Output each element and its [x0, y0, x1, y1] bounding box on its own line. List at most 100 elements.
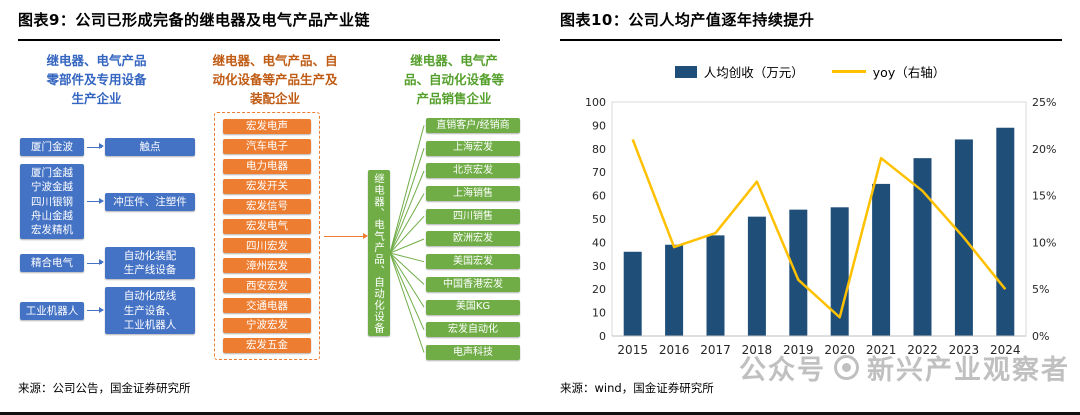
left-axis-tick-label: 40	[592, 236, 606, 249]
assembly-company-box: 交通电器	[223, 298, 311, 314]
connector-line	[390, 215, 425, 254]
bottom-rule	[0, 412, 1080, 415]
left-axis-tick-label: 30	[592, 260, 606, 273]
assembly-company-box: 宏发电气	[223, 218, 311, 234]
producer-product-box: 自动化装配 生产线设备	[105, 247, 195, 280]
producer-company-box: 厦门金越 宁波金越 四川银钢 舟山金越 宏发精机	[20, 164, 84, 240]
x-axis-label: 2022	[907, 343, 938, 357]
left-axis-tick-label: 10	[592, 307, 606, 320]
figure9-source: 来源：公司公告，国金证券研究所	[18, 381, 191, 395]
producer-company-box: 工业机器人	[20, 301, 84, 320]
x-axis-label: 2018	[742, 343, 773, 357]
producer-arrow	[87, 143, 104, 150]
left-axis-tick-label: 60	[592, 190, 606, 203]
watermark-prefix: 公众号	[739, 355, 826, 386]
producer-product-box: 冲压件、注塑件	[105, 192, 195, 211]
assembly-company-box: 宏发五金	[223, 337, 311, 353]
bar-2015	[623, 251, 642, 336]
connector-line	[390, 252, 425, 263]
legend-label: 人均创收（万元）	[703, 65, 804, 80]
bar-2022	[913, 158, 932, 336]
producer-column-header: 继电器、电气产品 零部件及专用设备 生产企业	[46, 53, 147, 106]
assembly-company-box: 汽车电子	[223, 138, 311, 154]
assembly-company-box: 漳州宏发	[223, 258, 311, 274]
bar-2019	[789, 209, 808, 336]
sales-company-box: 美国宏发	[426, 254, 520, 270]
connector-line	[390, 193, 425, 254]
left-axis-tick-label: 50	[592, 213, 606, 226]
sales-column-header: 继电器、电气产 品、自动化设备等 产品销售企业	[403, 53, 504, 106]
sales-company-box: 上海销售	[426, 186, 520, 202]
assembly-company-box: 电力电器	[223, 158, 311, 174]
connector-line	[390, 252, 425, 285]
sales-company-box: 中国香港宏发	[426, 276, 520, 292]
sales-company-box: 电声科技	[426, 344, 520, 360]
x-axis-label: 2024	[990, 343, 1021, 357]
figure9-title: 图表9：公司已形成完备的继电器及电气产品产业链	[18, 9, 500, 41]
bar-2018	[747, 216, 766, 336]
producer-row: 精合电气 自动化装配 生产线设备	[20, 247, 208, 280]
x-axis-label: 2021	[866, 343, 897, 357]
sales-company-box: 上海宏发	[426, 140, 520, 156]
bar-2021	[872, 183, 891, 336]
left-axis-tick-label: 0	[599, 330, 606, 343]
connector-line	[390, 170, 425, 254]
connector-line	[390, 238, 425, 254]
connector-line	[390, 252, 425, 308]
connector-line	[390, 148, 425, 254]
watermark-suffix: 新兴产业观察者	[867, 355, 1070, 386]
x-axis-label: 2023	[949, 343, 980, 357]
legend-item: 人均创收（万元）	[674, 62, 804, 81]
assembly-company-box: 四川宏发	[223, 238, 311, 254]
right-axis-tick-label: 25%	[1032, 96, 1056, 109]
yoy-line	[631, 138, 1007, 319]
bar-2017	[706, 235, 725, 336]
figure10-panel: 图表10：公司人均产值逐年持续提升 人均创收（万元） yoy（右轴） 0 10 20 3…	[540, 0, 1080, 415]
right-axis-tick-label: 15%	[1032, 190, 1056, 203]
producer-arrow	[87, 259, 104, 266]
producer-rows: 厦门金波 触点 厦门金越 宁波金越 四川银钢 舟山金越 宏发精机 冲压件、注塑件 精合电…	[20, 138, 208, 334]
assembly-companies-group: 宏发电声 汽车电子 电力电器 宏发开关 宏发信号 宏发电气 四川宏发 漳州宏发 西安宏发 交通电器…	[214, 112, 320, 360]
left-axis-tick-label: 90	[592, 119, 606, 132]
chart-legend: 人均创收（万元） yoy（右轴）	[540, 62, 1080, 81]
producer-company-box: 精合电气	[20, 254, 84, 273]
left-axis-tick-label: 80	[592, 143, 606, 156]
legend-swatch-line	[831, 70, 866, 73]
bar-2016	[665, 244, 684, 336]
producer-arrow	[87, 306, 104, 313]
connector-line	[390, 252, 425, 331]
sales-company-box: 宏发自动化	[426, 322, 520, 338]
connector-line	[390, 252, 425, 353]
watermark: 公众号 新兴产业观察者	[739, 348, 1070, 387]
assembly-company-box: 宁波宏发	[223, 318, 311, 334]
bar-2024	[996, 127, 1015, 336]
x-axis-label: 2015	[617, 343, 648, 357]
assembly-column-header: 继电器、电气产品、自 动化设备等产品生产及 装配企业	[212, 53, 338, 106]
producer-company-box: 厦门金波	[20, 138, 84, 157]
x-axis-label: 2016	[659, 343, 690, 357]
sales-company-box: 欧洲宏发	[426, 231, 520, 247]
left-axis-tick-label: 70	[592, 166, 606, 179]
assembly-company-box: 西安宏发	[223, 278, 311, 294]
hub-to-sales-connectors	[390, 125, 425, 353]
legend-label: yoy（右轴）	[872, 65, 946, 80]
connector-line	[390, 125, 425, 254]
bar-line-chart: 0 10 20 30 40 50 60 70 80 90 100 0% 5% 10% 15% 20% 25% 20…	[585, 96, 1056, 357]
assembly-company-box: 宏发开关	[223, 178, 311, 194]
assembly-to-hub-arrow	[324, 232, 368, 239]
right-axis-tick-label: 10%	[1032, 236, 1056, 249]
x-axis-label: 2017	[700, 343, 731, 357]
legend-item: yoy（右轴）	[831, 62, 946, 81]
assembly-company-box: 宏发信号	[223, 198, 311, 214]
sales-companies-column: 直销客户/经销商 上海宏发北京宏发上海销售四川销售欧洲宏发美国宏发中国香港宏发 美国…	[426, 118, 520, 360]
sales-company-box: 美国KG	[426, 299, 520, 315]
hub-products-box: 继电器、电气产品、自动化设备等	[351, 170, 390, 336]
producer-product-box: 自动化成线 生产设备、 工业机器人	[105, 287, 195, 334]
left-axis-tick-label: 100	[585, 96, 606, 109]
sales-company-box: 北京宏发	[426, 163, 520, 179]
left-axis-tick-label: 20	[592, 283, 606, 296]
sales-company-box: 直销客户/经销商	[426, 118, 520, 133]
figure10-source: 来源：wind，国金证券研究所	[560, 381, 714, 395]
sales-company-box: 四川销售	[426, 208, 520, 224]
x-axis-label: 2020	[824, 343, 855, 357]
